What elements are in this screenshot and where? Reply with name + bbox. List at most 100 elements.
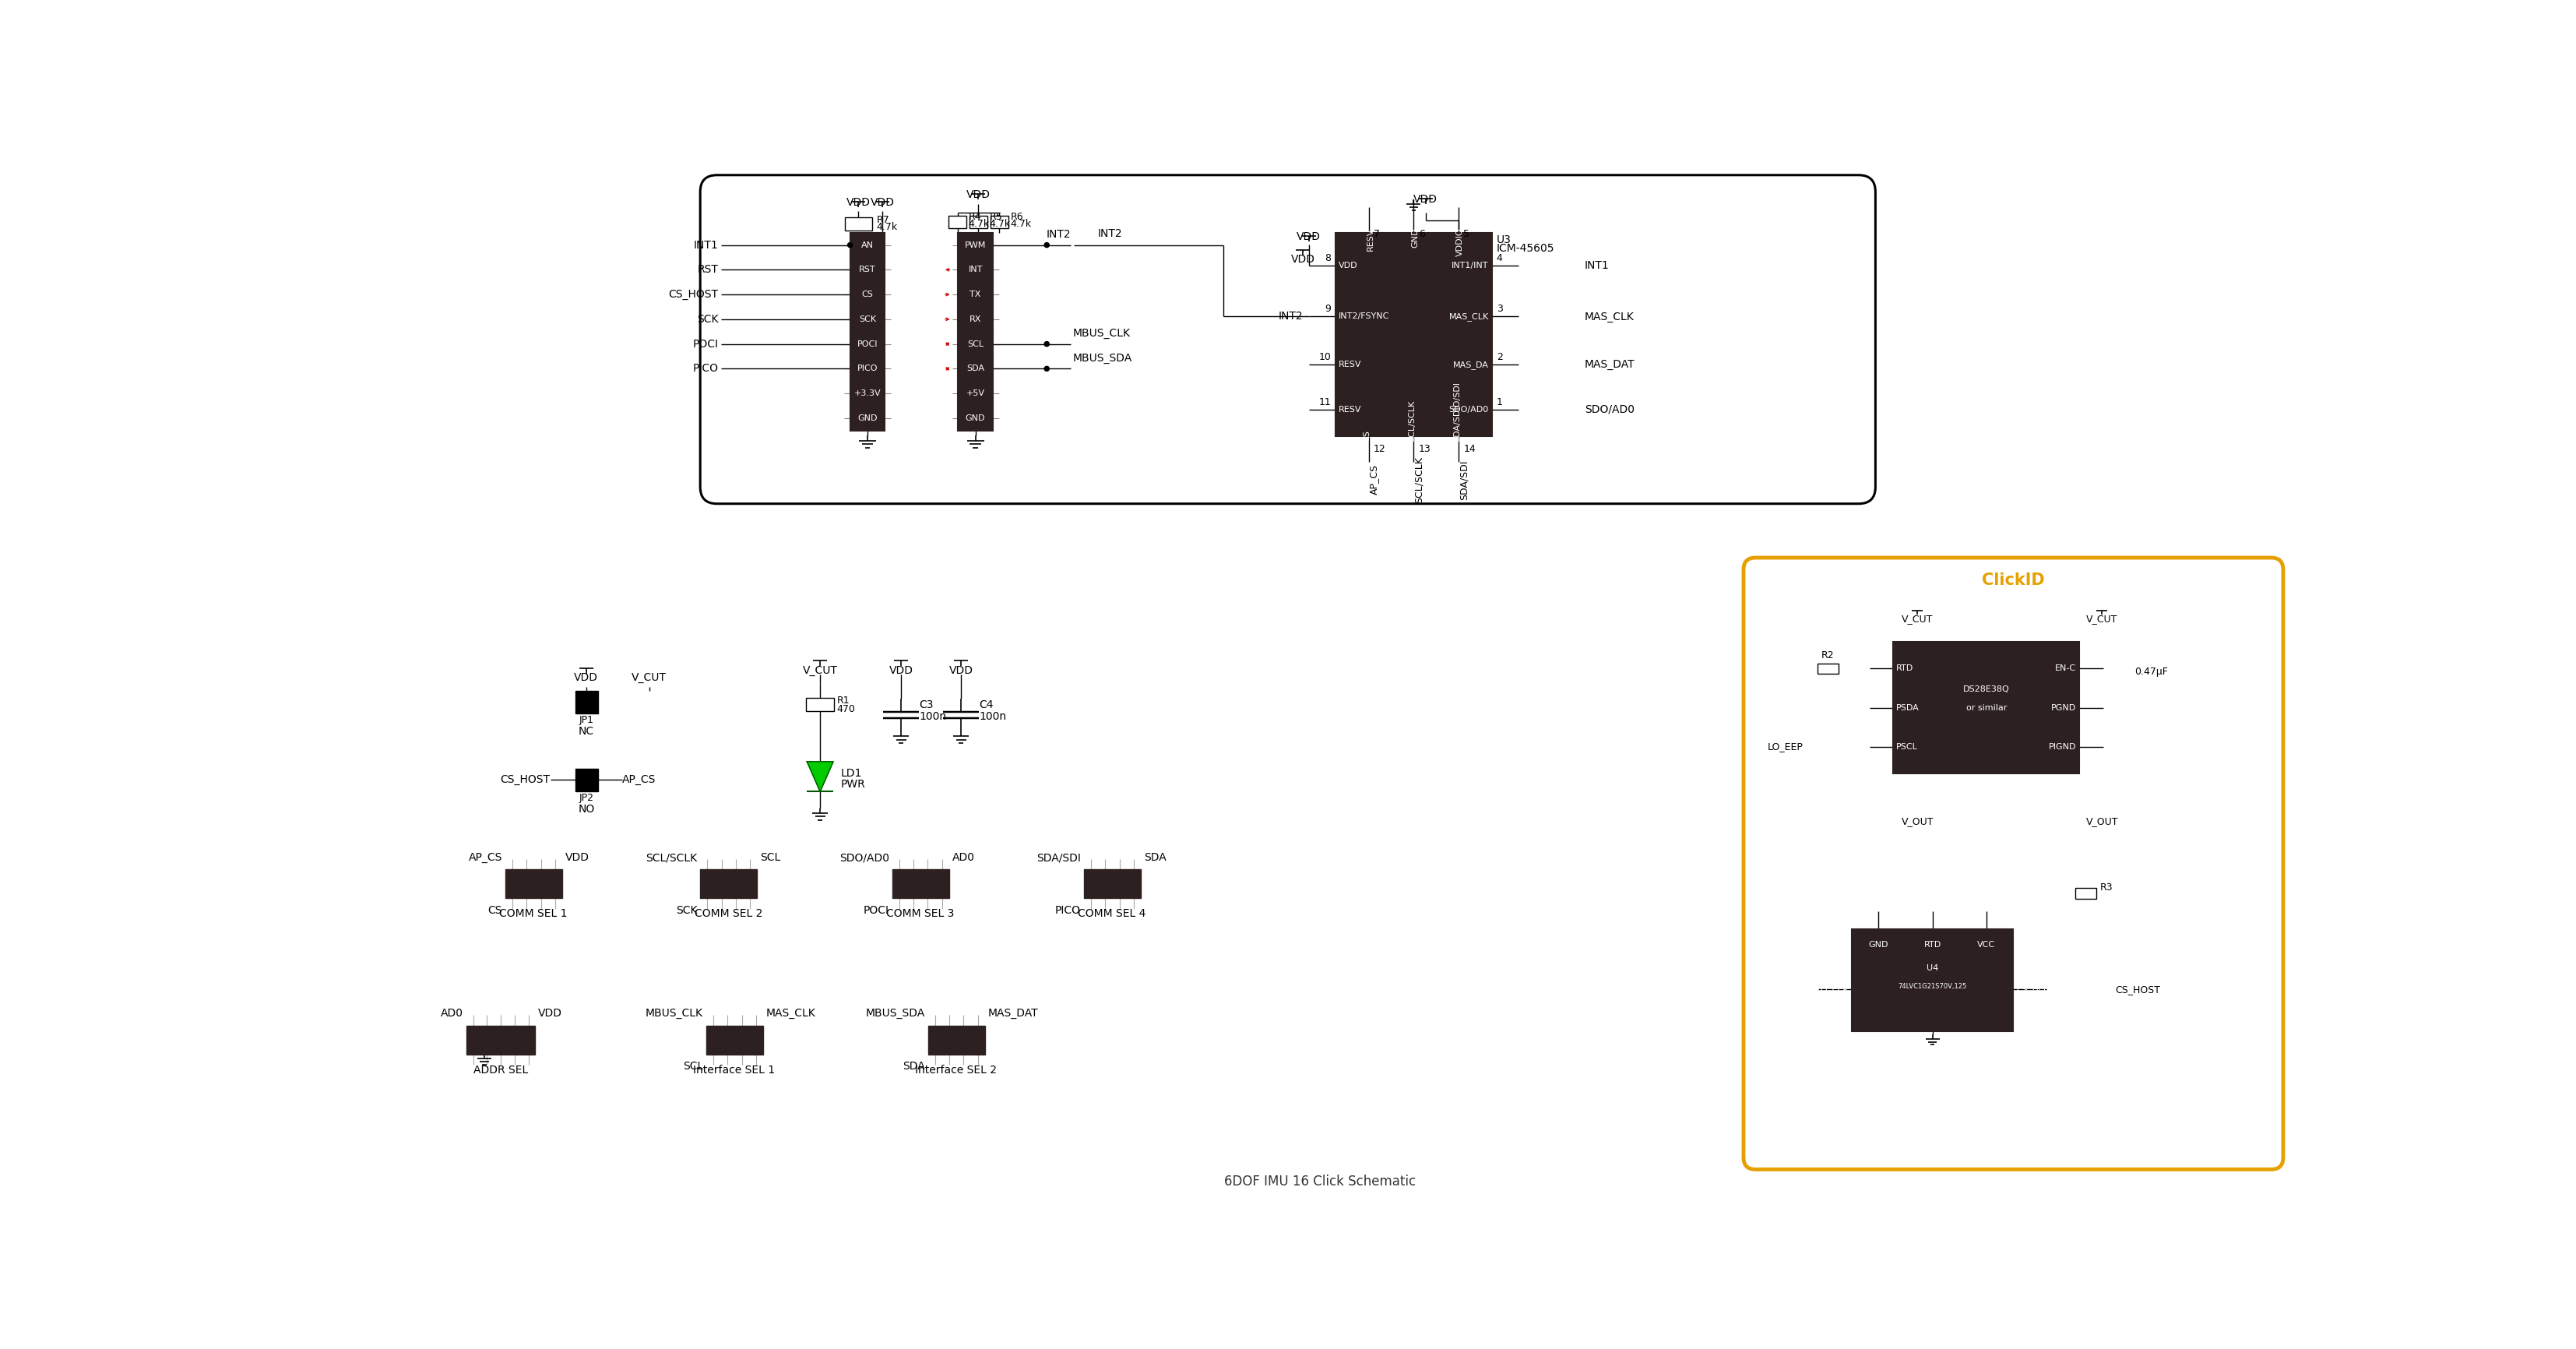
Text: COMM SEL 1: COMM SEL 1	[500, 908, 567, 920]
Bar	[701, 870, 757, 898]
Text: U4: U4	[1927, 965, 1937, 973]
Text: VDD: VDD	[966, 189, 992, 200]
Text: SDO/AD0: SDO/AD0	[1584, 405, 1633, 415]
Text: POCI: POCI	[858, 340, 878, 348]
Text: MBUS_SDA: MBUS_SDA	[866, 1008, 925, 1018]
Text: 100n: 100n	[920, 711, 945, 722]
Text: LD1: LD1	[842, 768, 863, 780]
Text: R6: R6	[1010, 212, 1023, 223]
Text: POCI: POCI	[693, 339, 719, 349]
Text: SDA/SDI: SDA/SDI	[1036, 853, 1082, 863]
Text: POCI: POCI	[863, 905, 889, 916]
Text: SCL/SCLK: SCL/SCLK	[1409, 399, 1417, 441]
Text: ICM-45605: ICM-45605	[1497, 243, 1553, 254]
Polygon shape	[806, 762, 832, 792]
Text: 6DOF IMU 16 Click Schematic: 6DOF IMU 16 Click Schematic	[1224, 1175, 1417, 1188]
Text: INT2: INT2	[1097, 228, 1123, 239]
Text: Interface SEL 1: Interface SEL 1	[693, 1064, 775, 1075]
Text: CS: CS	[1363, 430, 1370, 441]
Text: 13: 13	[1419, 444, 1430, 453]
Text: INT1/INT: INT1/INT	[1453, 262, 1489, 270]
Text: RST: RST	[858, 266, 876, 274]
Text: V_CUT: V_CUT	[804, 665, 837, 676]
Text: 74LVC1G21S70V,125: 74LVC1G21S70V,125	[1899, 983, 1965, 990]
Text: 1: 1	[1497, 397, 1502, 407]
Bar	[574, 769, 598, 792]
Text: CS: CS	[863, 290, 873, 298]
Text: NC: NC	[580, 726, 595, 737]
Text: COMM SEL 4: COMM SEL 4	[1079, 908, 1146, 920]
Text: 2: 2	[1497, 352, 1502, 362]
Text: JP1: JP1	[580, 715, 592, 724]
Text: 470: 470	[837, 704, 855, 714]
Bar	[1852, 929, 2014, 1032]
Circle shape	[1043, 243, 1048, 247]
Circle shape	[848, 243, 853, 247]
Text: 4.7k: 4.7k	[989, 219, 1010, 229]
Text: PIGND: PIGND	[2048, 743, 2076, 750]
Bar	[1893, 642, 2079, 773]
Text: SCL: SCL	[683, 1060, 703, 1071]
Text: SDA: SDA	[902, 1060, 925, 1071]
Text: MAS_CLK: MAS_CLK	[765, 1008, 817, 1018]
Text: LO_EEP: LO_EEP	[1767, 742, 1803, 751]
Text: AP_CS: AP_CS	[469, 853, 502, 863]
Text: or similar: or similar	[1965, 704, 2007, 711]
Text: 4.7k: 4.7k	[969, 219, 989, 229]
Text: SDA/SDIO/SDI: SDA/SDIO/SDI	[1453, 382, 1461, 441]
Text: VDD: VDD	[848, 197, 871, 208]
Text: V_OUT: V_OUT	[1901, 816, 1935, 827]
Text: V_CUT: V_CUT	[1901, 614, 1932, 625]
Text: SCL/SCLK: SCL/SCLK	[1414, 456, 1425, 503]
Text: RTD: RTD	[1896, 665, 1914, 673]
Text: 10: 10	[1319, 352, 1332, 362]
Text: MBUS_SDA: MBUS_SDA	[1074, 353, 1133, 364]
Text: MAS_CLK: MAS_CLK	[1584, 312, 1633, 322]
Bar	[505, 870, 562, 898]
Text: VDD: VDD	[871, 197, 894, 208]
Bar	[927, 1025, 984, 1055]
Text: PWM: PWM	[966, 241, 987, 250]
Text: RESV: RESV	[1365, 228, 1373, 251]
Text: 9: 9	[1324, 304, 1332, 314]
Text: VDD: VDD	[574, 672, 598, 683]
Text: VDD: VDD	[538, 1008, 562, 1018]
Text: SCK: SCK	[696, 314, 719, 325]
Text: Interface SEL 2: Interface SEL 2	[914, 1064, 997, 1075]
Text: RTD: RTD	[1924, 940, 1942, 948]
Bar	[1084, 870, 1141, 898]
Bar	[1337, 232, 1492, 437]
Text: EN-C: EN-C	[2056, 665, 2076, 673]
Bar	[466, 1025, 536, 1055]
Text: MAS_DA: MAS_DA	[1453, 360, 1489, 368]
Text: VCC: VCC	[1978, 940, 1996, 948]
Text: PICO: PICO	[1056, 905, 1082, 916]
Text: SDA: SDA	[1144, 853, 1167, 863]
Text: R1: R1	[837, 695, 850, 706]
Text: COMM SEL 2: COMM SEL 2	[696, 908, 762, 920]
Text: JP2: JP2	[580, 793, 592, 803]
Text: CS_HOST: CS_HOST	[2115, 985, 2161, 994]
Text: RST: RST	[698, 264, 719, 275]
Bar	[845, 217, 873, 231]
Text: GND: GND	[1412, 228, 1419, 248]
Text: MAS_DAT: MAS_DAT	[989, 1008, 1038, 1018]
Text: AP_CS: AP_CS	[1368, 464, 1378, 495]
Text: PGND: PGND	[2050, 704, 2076, 711]
Text: SCL/SCLK: SCL/SCLK	[647, 853, 698, 863]
Text: INT2/FSYNC: INT2/FSYNC	[1340, 313, 1388, 321]
Text: SDA: SDA	[966, 364, 984, 372]
Text: R3: R3	[2099, 882, 2112, 893]
Bar	[1816, 664, 1839, 674]
Text: VDD: VDD	[1296, 232, 1321, 243]
Text: +3.3V: +3.3V	[855, 390, 881, 398]
Text: VDD: VDD	[1414, 194, 1437, 205]
Text: SDO/AD0: SDO/AD0	[1448, 406, 1489, 413]
Text: VDD: VDD	[1291, 254, 1314, 266]
Text: V_OUT: V_OUT	[2087, 816, 2117, 827]
Text: GND: GND	[966, 414, 987, 422]
Text: SDO/AD0: SDO/AD0	[840, 853, 889, 863]
Text: PICO: PICO	[858, 364, 878, 372]
Bar	[958, 232, 992, 430]
Text: VDDIO: VDDIO	[1455, 228, 1463, 256]
